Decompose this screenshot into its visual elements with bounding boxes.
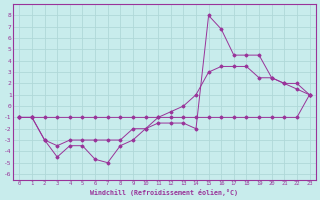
X-axis label: Windchill (Refroidissement éolien,°C): Windchill (Refroidissement éolien,°C) <box>91 189 238 196</box>
